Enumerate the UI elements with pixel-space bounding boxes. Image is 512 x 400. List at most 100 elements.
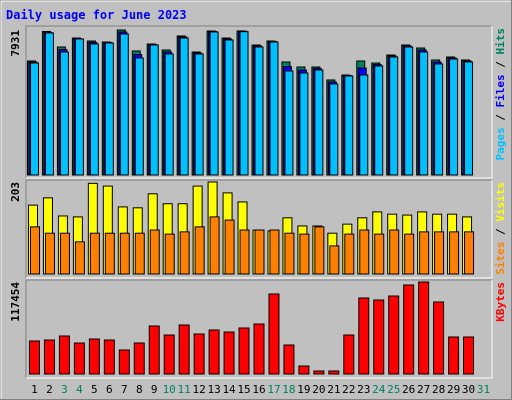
bar (149, 229, 160, 275)
bar (29, 62, 39, 176)
bar (193, 333, 205, 375)
x-tick-label: 19 (297, 383, 310, 396)
bar (179, 231, 190, 275)
bar (269, 41, 279, 176)
bar (358, 297, 370, 375)
chart-title: Daily usage for June 2023 (6, 8, 187, 22)
x-tick-label: 14 (222, 383, 236, 396)
bar (313, 370, 325, 375)
bar (239, 31, 249, 176)
legend-separator: / (494, 108, 507, 128)
x-tick-label: 15 (237, 383, 250, 396)
bar (374, 65, 384, 176)
bar (164, 233, 175, 275)
bar (314, 226, 325, 275)
bar (134, 57, 144, 176)
x-tick-label: 22 (342, 383, 355, 396)
bar (134, 232, 145, 275)
bar (44, 232, 55, 275)
bar (73, 342, 85, 375)
x-tick-label: 11 (178, 383, 191, 396)
y-tick-label: 117454 (9, 282, 22, 322)
bar (74, 241, 85, 275)
bar (224, 39, 234, 176)
bar (344, 75, 354, 176)
bar (163, 334, 175, 375)
bar (299, 233, 310, 275)
bar (28, 340, 40, 375)
bar (314, 69, 324, 176)
bar (359, 229, 370, 275)
bar (58, 335, 70, 375)
legend-entry: Hits (494, 28, 507, 55)
bar (373, 299, 385, 375)
bar (133, 342, 145, 375)
bar (239, 229, 250, 275)
bar (299, 72, 309, 176)
x-tick-label: 9 (151, 383, 158, 396)
legend-entry: KBytes (494, 282, 507, 322)
legend-entry: Files (494, 74, 507, 107)
bar (88, 338, 100, 375)
bar (389, 56, 399, 176)
bar (434, 231, 445, 275)
bar (209, 216, 220, 275)
x-tick-label: 12 (193, 383, 206, 396)
bar (403, 284, 415, 375)
x-tick-label: 28 (432, 383, 445, 396)
bar (298, 365, 310, 375)
bar (419, 51, 429, 176)
bar (434, 63, 444, 176)
bar (118, 349, 130, 375)
bar (59, 232, 70, 275)
bar (104, 232, 115, 275)
legend-separator: / (494, 222, 507, 242)
x-tick-label: 25 (387, 383, 400, 396)
legend: Sites / Visits (494, 182, 507, 275)
bar (269, 229, 280, 275)
bar (463, 336, 475, 375)
bar (238, 327, 250, 375)
x-tick-label: 31 (477, 383, 490, 396)
bar (223, 331, 235, 375)
legend: Pages / Files / Hits (494, 28, 507, 161)
bar (389, 229, 400, 275)
x-tick-label: 17 (267, 383, 280, 396)
legend-separator: / (494, 55, 507, 75)
x-tick-label: 10 (163, 383, 176, 396)
x-tick-label: 26 (402, 383, 415, 396)
bar (208, 329, 220, 375)
bar (344, 233, 355, 275)
legend-entry: Sites (494, 242, 507, 275)
bar (119, 232, 130, 275)
bar (89, 232, 100, 275)
bar (433, 301, 445, 375)
x-tick-label: 23 (357, 383, 370, 396)
x-tick-label: 1 (31, 383, 38, 396)
bar (89, 43, 99, 176)
bar (209, 31, 219, 176)
bar (284, 232, 295, 275)
x-tick-label: 16 (252, 383, 265, 396)
bar (149, 44, 159, 176)
bar (59, 51, 69, 176)
x-tick-label: 20 (312, 383, 325, 396)
panel-bevel (26, 180, 493, 279)
bar (179, 37, 189, 176)
panel-bevel (26, 26, 493, 179)
bar (104, 42, 114, 176)
bar (194, 53, 204, 176)
bar (178, 324, 190, 375)
bar (404, 233, 415, 275)
bar (464, 231, 475, 275)
bar (329, 83, 339, 176)
x-tick-label: 3 (61, 383, 68, 396)
x-tick-label: 4 (76, 383, 83, 396)
bar (283, 344, 295, 375)
bar (328, 370, 340, 375)
bar (224, 219, 235, 275)
x-tick-label: 21 (327, 383, 340, 396)
legend-entry: Pages (494, 127, 507, 160)
